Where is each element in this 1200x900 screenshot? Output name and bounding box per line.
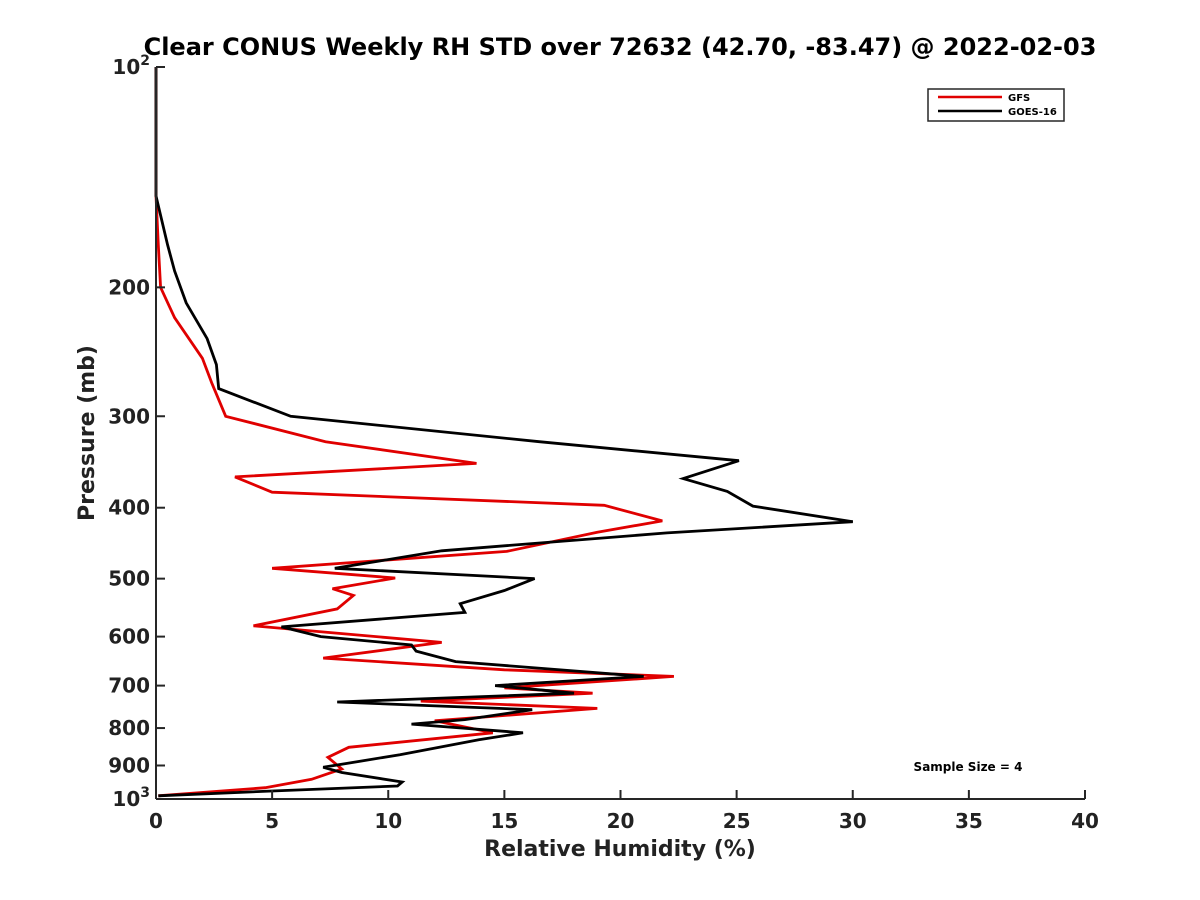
series-line-gfs xyxy=(154,67,674,798)
chart-title: Clear CONUS Weekly RH STD over 72632 (42… xyxy=(144,33,1097,61)
x-tick-label: 5 xyxy=(265,809,279,833)
x-axis-label: Relative Humidity (%) xyxy=(484,837,756,862)
x-ticks: 0 5 10 15 20 25 30 35 40 xyxy=(149,790,1099,833)
y-tick-label: 200 xyxy=(108,275,150,299)
x-tick-label: 30 xyxy=(839,809,867,833)
y-tick-label: 900 xyxy=(108,754,150,778)
series-line-goes-16 xyxy=(154,67,854,798)
x-tick-label: 15 xyxy=(490,809,518,833)
legend-label-gfs: GFS xyxy=(1008,93,1030,104)
y-tick-label: 800 xyxy=(108,716,150,740)
y-tick-label: 500 xyxy=(108,567,150,591)
y-ticks: 102 200 300 400 500 600 700 800 900 103 xyxy=(108,53,165,811)
x-tick-label: 0 xyxy=(149,809,163,833)
y-tick-label: 102 xyxy=(112,53,150,79)
x-tick-label: 20 xyxy=(607,809,635,833)
y-tick-label: 600 xyxy=(108,625,150,649)
x-tick-label: 35 xyxy=(955,809,983,833)
x-tick-label: 40 xyxy=(1071,809,1099,833)
y-tick-label: 400 xyxy=(108,496,150,520)
y-tick-label: 700 xyxy=(108,674,150,698)
y-tick-label: 103 xyxy=(112,785,150,811)
y-axis-label: Pressure (mb) xyxy=(75,345,100,521)
sample-size-annotation: Sample Size = 4 xyxy=(914,760,1023,774)
y-tick-label: 300 xyxy=(108,404,150,428)
legend-label-goes-16: GOES-16 xyxy=(1008,107,1057,118)
series-layer xyxy=(154,67,854,798)
x-tick-label: 10 xyxy=(374,809,402,833)
legend: GFS GOES-16 xyxy=(927,88,1065,122)
legend-box xyxy=(927,88,1065,122)
x-tick-label: 25 xyxy=(723,809,751,833)
